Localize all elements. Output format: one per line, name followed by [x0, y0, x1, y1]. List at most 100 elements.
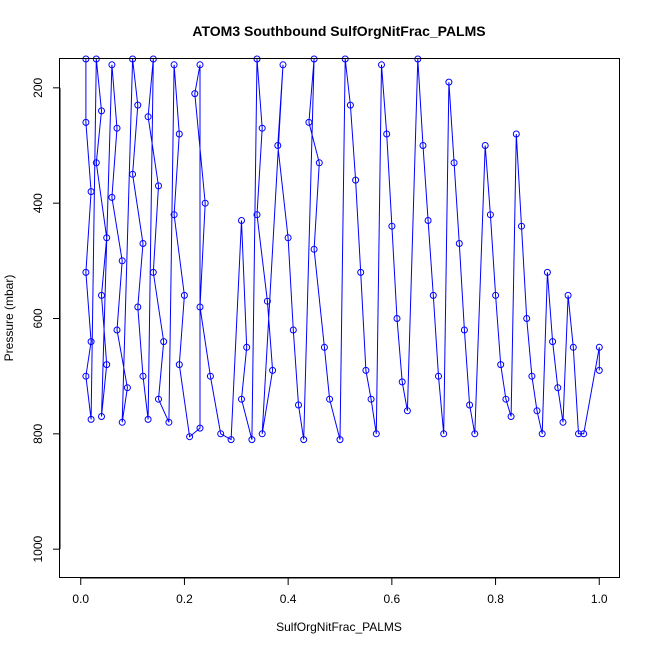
data-point	[295, 401, 302, 409]
data-point	[398, 378, 406, 386]
data-point	[543, 268, 551, 276]
data-point	[165, 418, 173, 426]
data-point	[248, 436, 256, 444]
data-point	[144, 415, 152, 423]
data-point	[108, 193, 116, 201]
data-point	[367, 395, 375, 403]
data-point	[144, 113, 152, 121]
data-point	[263, 297, 271, 305]
data-point	[108, 61, 116, 69]
data-point	[227, 436, 235, 444]
data-point	[403, 407, 411, 415]
data-point	[175, 130, 183, 138]
data-point	[103, 234, 111, 242]
data-point	[471, 430, 479, 438]
data-point	[460, 326, 468, 334]
data-point	[289, 326, 297, 334]
data-point	[372, 430, 380, 438]
data-point	[512, 130, 520, 138]
data-point	[279, 61, 287, 69]
data-point	[466, 401, 474, 409]
data-point	[580, 430, 588, 438]
data-point	[445, 78, 453, 86]
data-point	[201, 199, 209, 207]
data-point	[98, 413, 105, 420]
data-point	[243, 343, 251, 351]
data-point	[352, 176, 360, 184]
data-point	[186, 433, 194, 441]
data-point	[92, 159, 100, 167]
data-point	[196, 303, 204, 311]
data-point	[170, 211, 178, 219]
data-point	[455, 240, 463, 247]
data-point	[300, 436, 308, 444]
data-point	[258, 124, 266, 132]
data-point	[253, 211, 261, 219]
y-axis: 200 400 600 800 1000	[31, 78, 61, 563]
data-point	[238, 217, 245, 224]
data-point	[518, 222, 525, 230]
data-point	[82, 268, 90, 276]
data-point	[419, 142, 427, 149]
chart-title: ATOM3 Southbound SulfOrgNitFrac_PALMS	[192, 23, 485, 39]
y-tick-label: 600	[31, 308, 45, 328]
data-point	[538, 430, 546, 438]
data-point	[170, 61, 178, 69]
data-point	[82, 372, 90, 380]
series-layer	[82, 55, 603, 444]
data-point	[481, 142, 489, 149]
data-point	[238, 395, 245, 403]
data-point	[450, 159, 458, 167]
data-point	[269, 366, 277, 374]
data-point	[82, 118, 90, 126]
data-point	[113, 326, 121, 334]
data-point	[429, 291, 437, 299]
data-point	[160, 338, 168, 346]
data-point	[129, 170, 137, 178]
data-point	[139, 372, 147, 380]
data-point	[554, 384, 562, 392]
data-point	[310, 245, 318, 253]
data-point	[191, 90, 199, 98]
data-point	[118, 418, 126, 426]
data-point	[284, 234, 292, 242]
data-point	[346, 101, 354, 109]
data-point	[362, 366, 370, 374]
data-point	[528, 372, 536, 380]
data-point	[595, 343, 603, 351]
data-point	[497, 361, 505, 369]
y-axis-label: Pressure (mbar)	[2, 275, 16, 362]
data-point	[98, 107, 105, 115]
series-line	[85, 58, 600, 441]
data-point	[435, 372, 442, 380]
data-point	[274, 142, 282, 149]
data-point	[502, 395, 510, 403]
data-point	[559, 418, 567, 426]
data-point	[315, 159, 323, 167]
data-point	[533, 407, 541, 415]
data-point	[388, 222, 396, 230]
x-tick-label: 0.6	[384, 592, 401, 606]
x-axis: 0.0 0.2 0.4 0.6 0.8 1.0	[72, 577, 608, 606]
data-point	[378, 61, 385, 69]
data-point	[87, 415, 95, 423]
data-point	[113, 124, 121, 132]
data-point	[87, 338, 95, 346]
data-point	[549, 338, 557, 346]
y-tick-label: 200	[31, 78, 45, 98]
data-point	[155, 182, 162, 190]
data-point	[123, 384, 131, 392]
y-tick-label: 400	[31, 193, 45, 213]
x-tick-label: 1.0	[591, 592, 608, 606]
data-point	[393, 315, 401, 322]
data-point	[206, 372, 214, 380]
data-point	[98, 291, 105, 299]
data-point	[595, 366, 603, 374]
data-point	[575, 430, 582, 438]
data-point	[326, 395, 334, 403]
data-point	[87, 188, 95, 196]
data-point	[217, 430, 225, 438]
x-tick-label: 0.8	[487, 592, 504, 606]
data-point	[569, 343, 577, 351]
